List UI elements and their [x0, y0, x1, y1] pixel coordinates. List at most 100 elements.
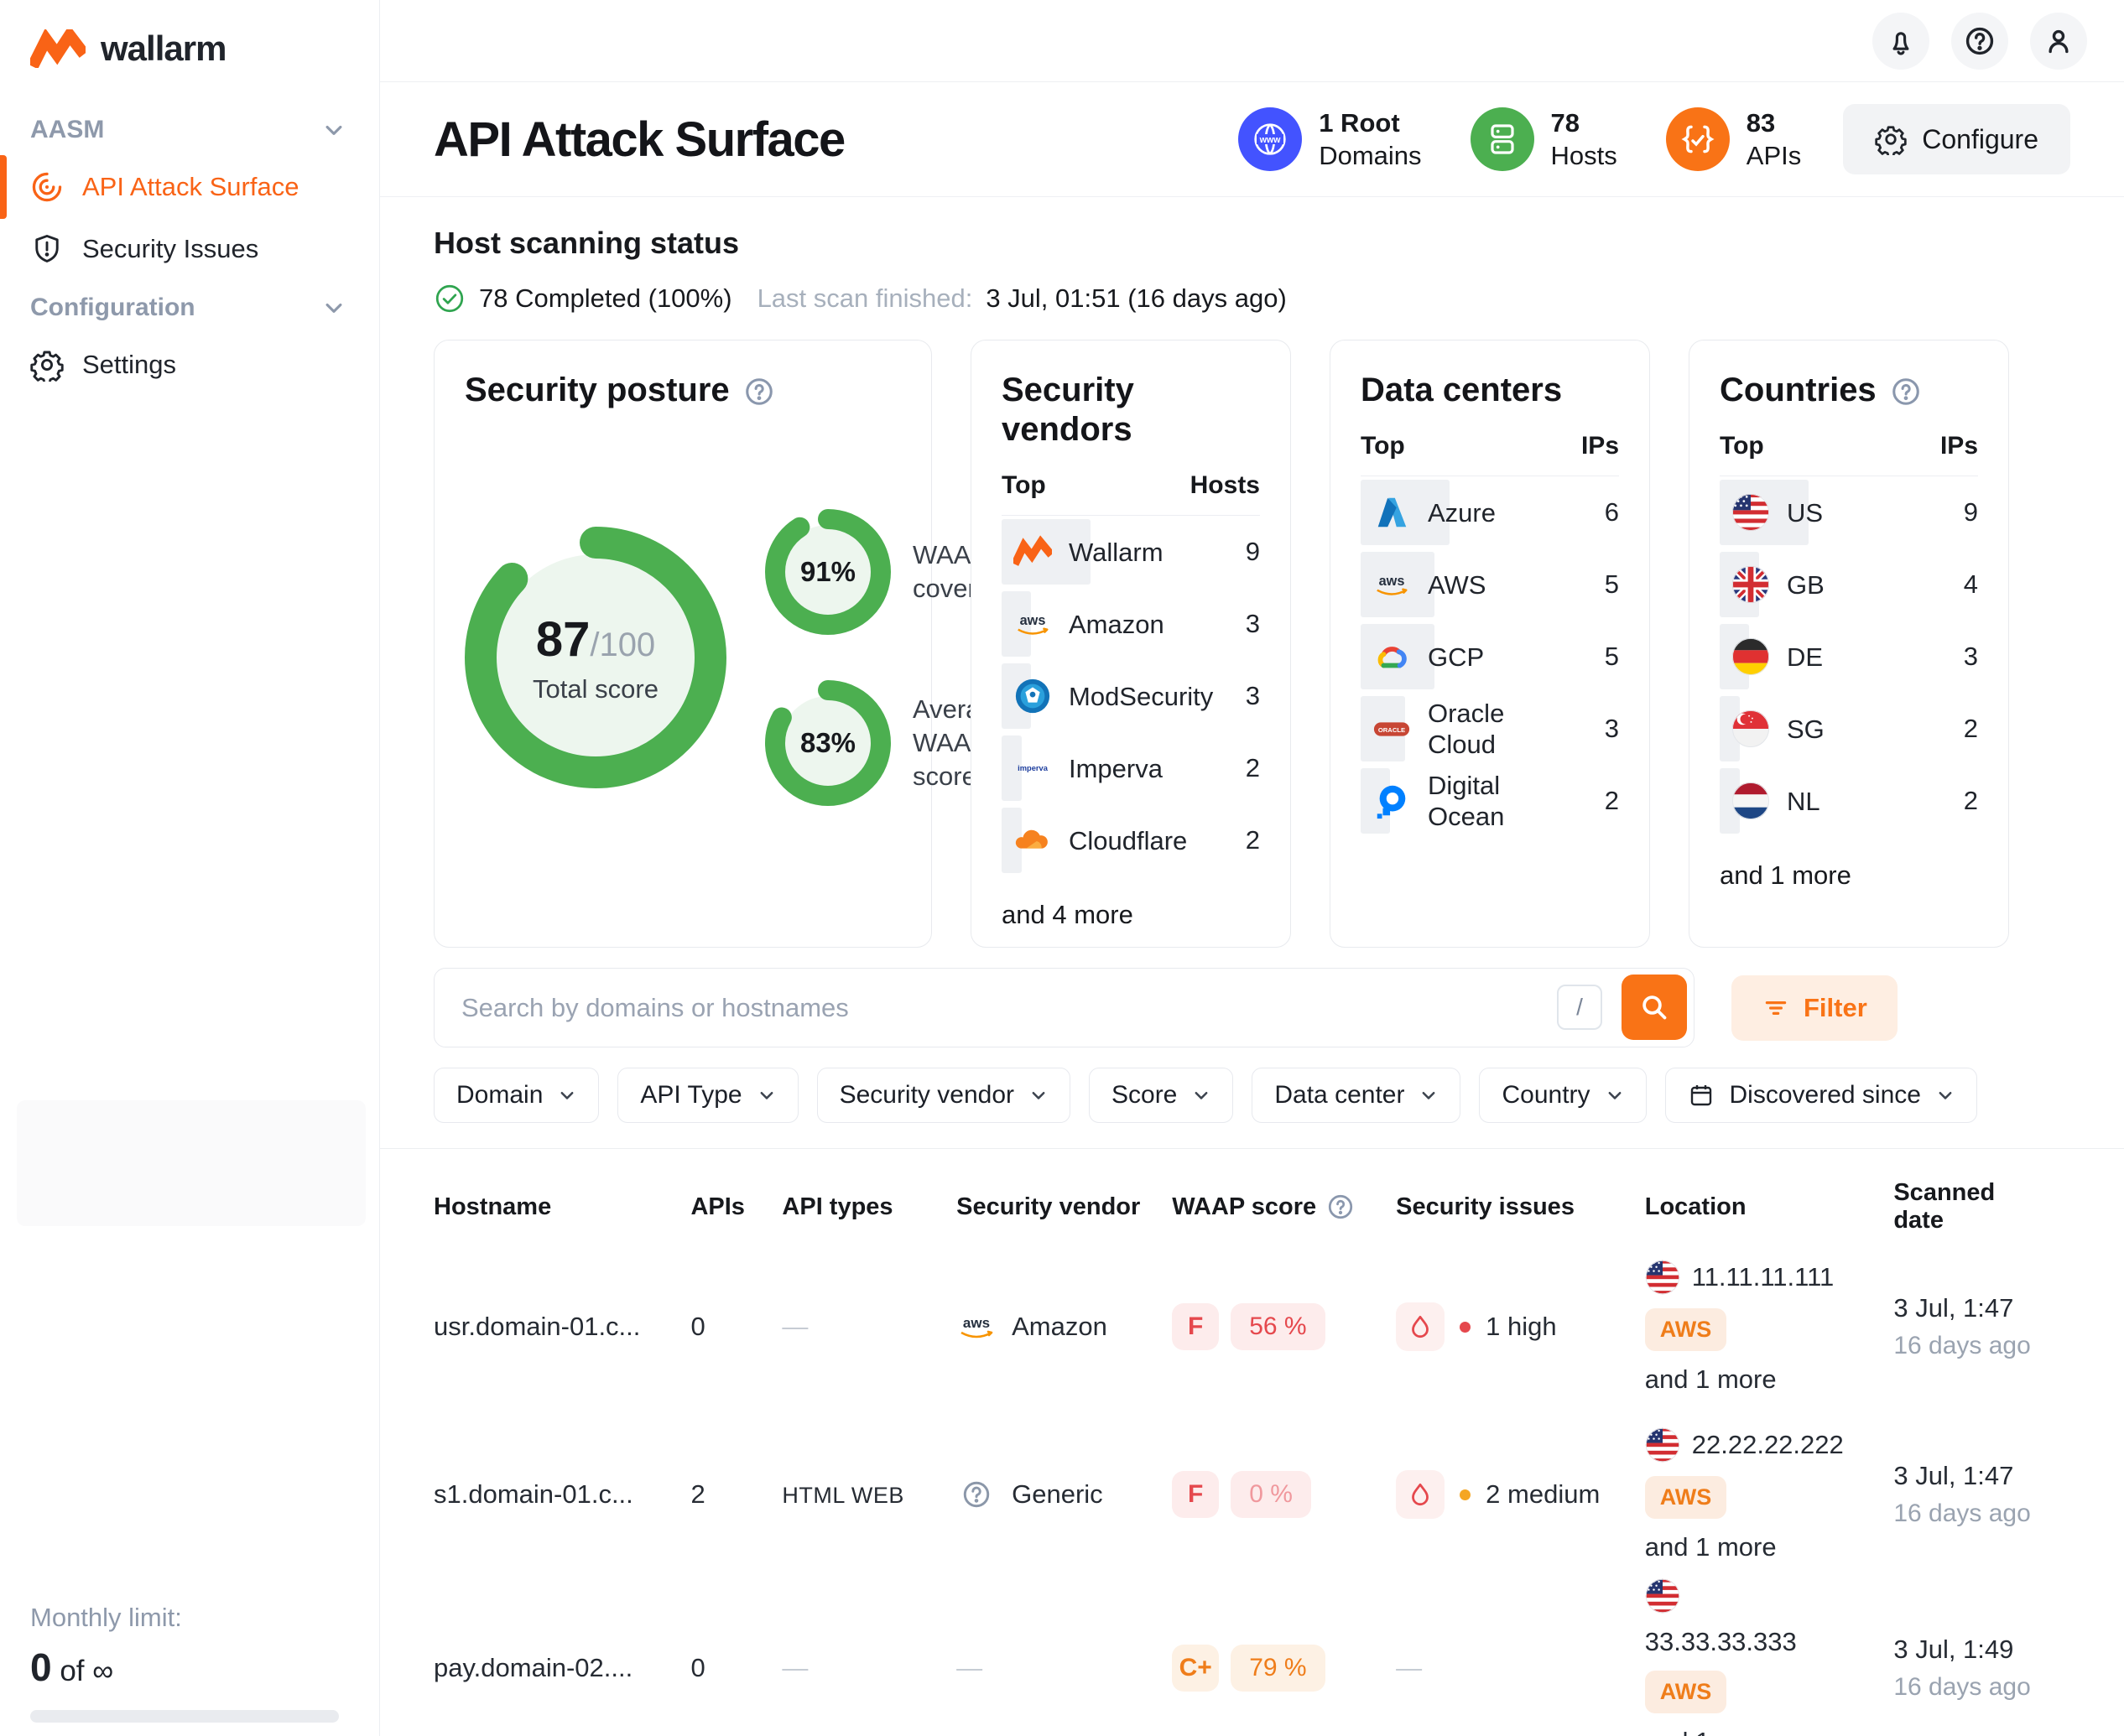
location-more-link[interactable]: and 1 more [1645, 1727, 1777, 1736]
item-label: GCP [1428, 642, 1485, 672]
show-more-link[interactable]: and 1 more [1720, 860, 1851, 891]
sidebar-nav: AASM API Attack Surface Security Issues Con… [0, 102, 379, 396]
waap-score-cell: C+ 79 % [1172, 1644, 1396, 1692]
gcp-icon [1372, 637, 1411, 676]
filter-button[interactable]: Filter [1731, 975, 1898, 1041]
sidebar-section-aasm[interactable]: AASM [0, 102, 379, 156]
configure-button[interactable]: Configure [1843, 104, 2070, 174]
issues-label: 2 medium [1486, 1479, 1601, 1509]
sidebar-section-configuration[interactable]: Configuration [0, 280, 379, 334]
search-button[interactable] [1622, 975, 1687, 1040]
cloudflare-icon [1013, 821, 1052, 860]
list-columns: Top Hosts [1002, 471, 1260, 517]
help-button[interactable] [1951, 12, 2008, 70]
apis-cell: 0 [690, 1652, 705, 1682]
flag-us-icon [1645, 1427, 1680, 1463]
sidebar-item-security-issues[interactable]: Security Issues [0, 218, 379, 280]
scanning-title: Host scanning status [434, 226, 740, 260]
total-score-ring [465, 527, 726, 789]
scan-ago: 16 days ago [1893, 1332, 2031, 1359]
filter-chip-api-type[interactable]: API Type [617, 1068, 799, 1123]
last-scan-value: 3 Jul, 01:51 (16 days ago) [986, 283, 1287, 313]
flag-sg-icon [1731, 709, 1770, 748]
show-more-link[interactable]: and 4 more [1002, 900, 1133, 930]
total-score-label: Total score [533, 673, 659, 704]
filter-chip-domain[interactable]: Domain [434, 1068, 600, 1123]
modsecurity-icon [1013, 677, 1052, 715]
help-circle-icon[interactable] [1326, 1193, 1355, 1221]
filter-chip-country[interactable]: Country [1479, 1068, 1647, 1123]
svg-text:www: www [1259, 135, 1282, 145]
stat-value: 78 [1550, 107, 1580, 138]
api-types-cell: — [782, 1312, 809, 1341]
chip-label: Domain [456, 1081, 544, 1109]
flag-nl-icon [1731, 782, 1770, 820]
waap-score-cell: F 56 % [1172, 1303, 1396, 1350]
item-value: 2 [1963, 786, 1978, 816]
brand-logo[interactable]: wallarm [0, 0, 379, 74]
attack-surface-icon [30, 170, 64, 204]
scan-date: 3 Jul, 1:49 [1893, 1634, 2014, 1664]
list-item-imperva: imperva Imperva 2 [1002, 732, 1260, 804]
issues-label: 1 high [1486, 1312, 1557, 1341]
api-types-cell: HTML WEB [782, 1483, 904, 1508]
monthly-limit: Monthly limit: 0 of ∞ [30, 1603, 339, 1723]
notifications-button[interactable] [1872, 12, 1929, 70]
table-row[interactable]: usr.domain-01.c... 0 — aws Amazon F 56 % 1 high… [434, 1243, 2070, 1411]
security-vendors-card: Security vendors Top Hosts Wallarm 9 aws … [971, 340, 1291, 948]
location-cell: 11.11.11.111 AWS and 1 more [1644, 1260, 1894, 1395]
filter-icon [1762, 994, 1790, 1022]
scanning-status-line: 78 Completed (100%) Last scan finished: … [434, 283, 2070, 314]
stat-label: Domains [1319, 140, 1422, 170]
search-input[interactable] [434, 968, 1695, 1047]
location-more-link[interactable]: and 1 more [1644, 1364, 1777, 1394]
security-vendor-cell: aws Amazon [956, 1311, 1172, 1343]
stat-value: 1 Root [1319, 107, 1400, 138]
apis-cell: 0 [690, 1312, 705, 1341]
topbar [380, 0, 2124, 82]
list-item-nl: NL 2 [1720, 765, 1978, 837]
hostname-cell[interactable]: usr.domain-01.c... [434, 1312, 641, 1341]
brand-name: wallarm [101, 29, 226, 68]
scan-date: 3 Jul, 1:47 [1893, 1461, 2014, 1490]
monthly-limit-progressbar [30, 1710, 339, 1723]
item-label: Azure [1428, 497, 1496, 528]
hostname-cell[interactable]: s1.domain-01.c... [434, 1479, 633, 1509]
table-row[interactable]: pay.domain-02.... 0— — C+ 79 % —33.33.33.333 A… [434, 1578, 2070, 1736]
stat-label: Hosts [1550, 140, 1617, 170]
filter-chip-score[interactable]: Score [1089, 1068, 1234, 1123]
item-value: 2 [1604, 786, 1619, 816]
filter-chip-data-center[interactable]: Data center [1252, 1068, 1461, 1123]
hostname-cell[interactable]: pay.domain-02.... [434, 1652, 633, 1682]
sidebar-item-settings[interactable]: Settings [0, 334, 379, 396]
col-value: Hosts [1190, 471, 1260, 500]
title-row: API Attack Surface www 1 Root Domains 78 H… [380, 82, 2124, 197]
svg-text:aws: aws [963, 1315, 990, 1331]
filter-chip-security-vendor[interactable]: Security vendor [816, 1068, 1070, 1123]
account-button[interactable] [2030, 12, 2087, 70]
value-bar [1002, 591, 1031, 657]
datacenter-badge: AWS [1644, 1671, 1727, 1713]
monthly-limit-max: ∞ [92, 1655, 114, 1687]
location-more-link[interactable]: and 1 more [1644, 1531, 1777, 1562]
item-value: 2 [1245, 753, 1260, 783]
datacenter-badge: AWS [1644, 1307, 1727, 1351]
configure-label: Configure [1922, 123, 2038, 154]
sidebar: wallarm AASM API Attack Surface Security I… [0, 0, 380, 1736]
item-label: DE [1787, 642, 1824, 672]
column-header-security-vendor: Security vendor [956, 1193, 1141, 1220]
item-label: Oracle Cloud [1428, 699, 1505, 760]
location-cell: 22.22.22.222 AWS and 1 more [1644, 1427, 1894, 1562]
table-row[interactable]: s1.domain-01.c... 2 HTML WEB Generic F 0 % 2 m… [434, 1411, 2070, 1578]
sidebar-item-label: Settings [82, 350, 177, 379]
item-value: 6 [1604, 497, 1619, 528]
sidebar-item-api-attack-surface[interactable]: API Attack Surface [0, 156, 379, 218]
help-circle-icon[interactable] [743, 376, 775, 408]
main-content: API Attack Surface www 1 Root Domains 78 H… [380, 0, 2124, 1736]
grade-badge: F [1172, 1303, 1220, 1350]
score-percent-badge: 56 % [1231, 1303, 1325, 1350]
filter-chip-discovered-since[interactable]: Discovered since [1664, 1068, 1977, 1123]
chip-label: Discovered since [1729, 1081, 1921, 1109]
grade-badge: C+ [1172, 1644, 1220, 1692]
help-circle-icon[interactable] [1890, 376, 1922, 408]
